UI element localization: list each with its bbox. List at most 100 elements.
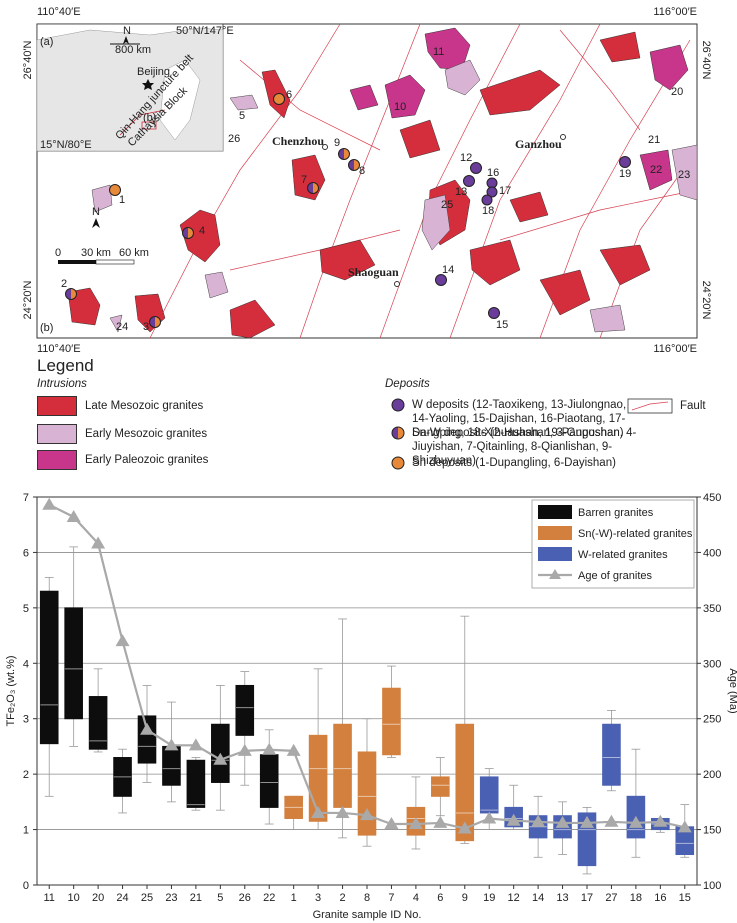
panel-label: (b)	[40, 322, 53, 334]
y2-tick-label: 200	[703, 769, 721, 781]
legend-box	[531, 499, 695, 589]
y2-tick-label: 350	[703, 603, 721, 615]
sample-id: 23	[678, 169, 690, 181]
age-marker	[433, 815, 448, 828]
sample-id: 26	[228, 133, 240, 145]
x-tick-label: 11	[44, 892, 55, 904]
x-tick-label: 18	[630, 892, 642, 904]
age-marker	[237, 743, 252, 756]
age-marker	[604, 814, 619, 827]
legend-swatch	[37, 396, 77, 416]
sample-id: 25	[441, 199, 453, 211]
legend-item: Early Paleozoic granites	[85, 454, 209, 466]
age-marker	[164, 738, 179, 751]
legend-heading: Intrusions	[37, 378, 87, 390]
x-tick-label: 9	[462, 892, 468, 904]
x-tick-label: 21	[190, 892, 202, 904]
inset-map: (a) N 800 km 50°N/147°E Beijing 15°N/80°…	[36, 23, 234, 152]
age-marker	[188, 738, 203, 751]
age-marker	[360, 808, 374, 821]
plot-area	[37, 497, 697, 885]
sample-id: 18	[482, 205, 494, 217]
sample-id: 5	[239, 110, 245, 122]
age-marker	[580, 815, 594, 828]
age-marker	[384, 817, 399, 830]
legend-item: Late Mesozoic granites	[85, 400, 204, 412]
city-marker	[322, 144, 328, 150]
sample-id: 22	[650, 164, 662, 176]
x-axis-title: Granite sample ID No.	[313, 909, 422, 921]
y2-tick-label: 450	[703, 492, 721, 504]
box	[137, 715, 157, 764]
box	[577, 812, 597, 867]
sample-id: 10	[394, 101, 406, 113]
inset-capital: Beijing	[137, 66, 170, 78]
age-marker	[335, 805, 350, 818]
coord-label: 116°00′E	[653, 6, 697, 18]
legend-heading: Deposits	[385, 378, 430, 390]
legend-label: W-related granites	[578, 549, 668, 561]
age-marker	[311, 805, 326, 818]
plot-frame	[36, 496, 698, 886]
inset-box-label: (b)	[143, 112, 156, 124]
sample-id: 14	[442, 264, 454, 276]
legend-label: Age of granites	[578, 570, 652, 582]
age-marker	[677, 820, 692, 833]
x-tick-label: 27	[605, 892, 617, 904]
age-marker	[628, 815, 643, 828]
legend-item: Fault	[680, 400, 706, 412]
y-tick-label: 4	[23, 658, 29, 670]
y2-tick-label: 250	[703, 714, 721, 726]
sample-id: 13	[455, 186, 467, 198]
inset-corner: 15°N/80°E	[40, 139, 92, 151]
box	[357, 751, 377, 836]
city-label: Chenzhou	[272, 134, 324, 148]
box	[406, 806, 426, 836]
box	[431, 776, 450, 797]
box	[88, 696, 108, 750]
y2-tick-label: 100	[703, 880, 721, 892]
age-line	[48, 503, 686, 830]
x-tick-label: 10	[68, 892, 80, 904]
sample-id: 7	[301, 174, 307, 186]
box	[675, 826, 695, 856]
box	[284, 795, 303, 819]
city-marker	[394, 281, 400, 287]
box	[504, 806, 523, 828]
x-tick-label: 12	[508, 892, 520, 904]
legend-swatch	[538, 547, 572, 561]
age-marker	[66, 509, 81, 522]
legend-label: Sn(-W)-related granites	[578, 528, 693, 540]
sample-id: 8	[359, 165, 365, 177]
x-tick-label: 22	[263, 892, 275, 904]
coord-label: 116°00′E	[653, 343, 697, 355]
legend-item: Early Mesozoic granites	[85, 428, 208, 440]
age-marker	[91, 536, 106, 549]
scale-north: N	[92, 206, 100, 218]
coord-label: 24°20′N	[700, 281, 712, 320]
scale-tick: 30 km	[81, 247, 111, 259]
box	[113, 757, 132, 797]
sample-id: 1	[119, 194, 125, 206]
x-tick-label: 26	[239, 892, 251, 904]
inset-scale: 800 km	[115, 44, 151, 56]
panel-label: (c)	[42, 865, 55, 877]
inset-corner: 50°N/147°E	[176, 25, 234, 37]
intrusions	[67, 27, 698, 339]
scale-tick: 60 km	[119, 247, 149, 259]
age-marker	[531, 814, 546, 827]
x-tick-label: 23	[165, 892, 177, 904]
box	[602, 723, 621, 786]
sample-id: 16	[487, 167, 499, 179]
sample-id: 2	[61, 278, 67, 290]
y-tick-label: 0	[23, 880, 29, 892]
y-tick-label: 5	[23, 603, 29, 615]
scale-tick: 0	[55, 247, 61, 259]
y-tick-label: 3	[23, 714, 29, 726]
x-tick-label: 13	[556, 892, 568, 904]
age-marker	[457, 821, 472, 834]
age-marker	[653, 814, 668, 827]
sample-id: 3	[143, 321, 149, 333]
legend-title: Legend	[37, 356, 94, 375]
x-tick-label: 17	[581, 892, 593, 904]
